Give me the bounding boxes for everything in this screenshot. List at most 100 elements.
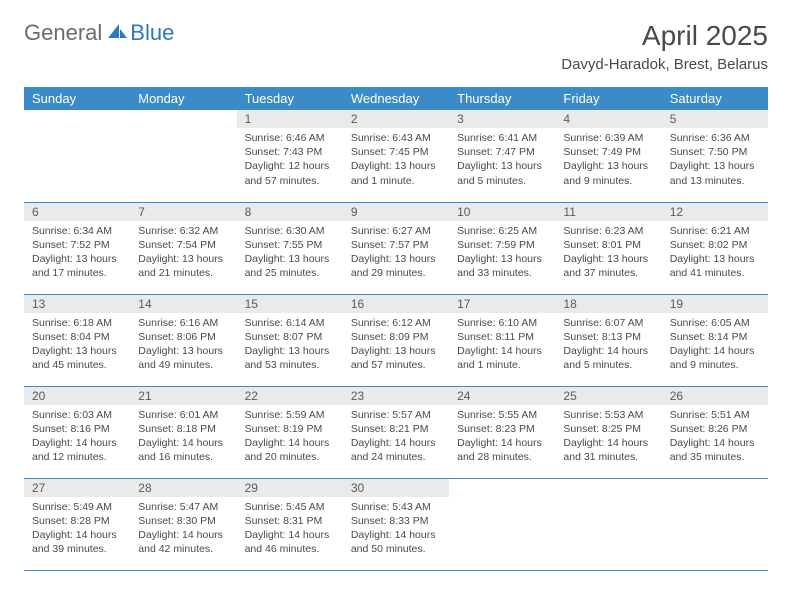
day-detail: Sunrise: 6:05 AMSunset: 8:14 PMDaylight:… <box>662 313 768 379</box>
calendar-day-cell: 17Sunrise: 6:10 AMSunset: 8:11 PMDayligh… <box>449 294 555 386</box>
calendar-header-cell: Saturday <box>662 87 768 110</box>
day-number: 9 <box>343 203 449 221</box>
day-detail: Sunrise: 6:01 AMSunset: 8:18 PMDaylight:… <box>130 405 236 471</box>
day-detail: Sunrise: 6:27 AMSunset: 7:57 PMDaylight:… <box>343 221 449 287</box>
day-number: 28 <box>130 479 236 497</box>
calendar-day-cell: 27Sunrise: 5:49 AMSunset: 8:28 PMDayligh… <box>24 478 130 570</box>
day-number: 25 <box>555 387 661 405</box>
day-detail: Sunrise: 5:45 AMSunset: 8:31 PMDaylight:… <box>237 497 343 563</box>
day-number: 3 <box>449 110 555 128</box>
calendar-day-cell: 24Sunrise: 5:55 AMSunset: 8:23 PMDayligh… <box>449 386 555 478</box>
day-detail: Sunrise: 5:49 AMSunset: 8:28 PMDaylight:… <box>24 497 130 563</box>
logo-sail-icon <box>106 22 128 40</box>
day-detail: Sunrise: 6:21 AMSunset: 8:02 PMDaylight:… <box>662 221 768 287</box>
day-detail: Sunrise: 5:59 AMSunset: 8:19 PMDaylight:… <box>237 405 343 471</box>
day-number: 11 <box>555 203 661 221</box>
day-number: 17 <box>449 295 555 313</box>
calendar-day-cell: 8Sunrise: 6:30 AMSunset: 7:55 PMDaylight… <box>237 202 343 294</box>
calendar-header-cell: Wednesday <box>343 87 449 110</box>
day-detail: Sunrise: 6:07 AMSunset: 8:13 PMDaylight:… <box>555 313 661 379</box>
calendar-day-cell: 30Sunrise: 5:43 AMSunset: 8:33 PMDayligh… <box>343 478 449 570</box>
day-number: 24 <box>449 387 555 405</box>
calendar-day-cell: 23Sunrise: 5:57 AMSunset: 8:21 PMDayligh… <box>343 386 449 478</box>
calendar-day-cell: 10Sunrise: 6:25 AMSunset: 7:59 PMDayligh… <box>449 202 555 294</box>
logo: General Blue <box>24 20 174 46</box>
calendar-day-cell: .. <box>449 478 555 570</box>
logo-text-blue: Blue <box>130 20 174 46</box>
calendar-day-cell: 22Sunrise: 5:59 AMSunset: 8:19 PMDayligh… <box>237 386 343 478</box>
day-detail: Sunrise: 6:30 AMSunset: 7:55 PMDaylight:… <box>237 221 343 287</box>
day-number: 10 <box>449 203 555 221</box>
calendar-day-cell: 3Sunrise: 6:41 AMSunset: 7:47 PMDaylight… <box>449 110 555 202</box>
calendar-header-cell: Thursday <box>449 87 555 110</box>
calendar-day-cell: 15Sunrise: 6:14 AMSunset: 8:07 PMDayligh… <box>237 294 343 386</box>
calendar-day-cell: 2Sunrise: 6:43 AMSunset: 7:45 PMDaylight… <box>343 110 449 202</box>
day-number: 20 <box>24 387 130 405</box>
calendar-day-cell: 14Sunrise: 6:16 AMSunset: 8:06 PMDayligh… <box>130 294 236 386</box>
day-number: 14 <box>130 295 236 313</box>
calendar-header-cell: Monday <box>130 87 236 110</box>
logo-text-general: General <box>24 20 102 46</box>
calendar-header-row: SundayMondayTuesdayWednesdayThursdayFrid… <box>24 87 768 110</box>
calendar-header-cell: Tuesday <box>237 87 343 110</box>
day-number: 21 <box>130 387 236 405</box>
calendar-header-cell: Friday <box>555 87 661 110</box>
day-number: 26 <box>662 387 768 405</box>
day-detail: Sunrise: 6:41 AMSunset: 7:47 PMDaylight:… <box>449 128 555 194</box>
calendar-table: SundayMondayTuesdayWednesdayThursdayFrid… <box>24 87 768 571</box>
day-detail: Sunrise: 6:18 AMSunset: 8:04 PMDaylight:… <box>24 313 130 379</box>
calendar-day-cell: 7Sunrise: 6:32 AMSunset: 7:54 PMDaylight… <box>130 202 236 294</box>
day-detail: Sunrise: 5:51 AMSunset: 8:26 PMDaylight:… <box>662 405 768 471</box>
day-number: 18 <box>555 295 661 313</box>
calendar-day-cell: 16Sunrise: 6:12 AMSunset: 8:09 PMDayligh… <box>343 294 449 386</box>
calendar-day-cell: .. <box>24 110 130 202</box>
day-detail: Sunrise: 6:39 AMSunset: 7:49 PMDaylight:… <box>555 128 661 194</box>
day-number: 12 <box>662 203 768 221</box>
day-number: 6 <box>24 203 130 221</box>
day-detail: Sunrise: 6:12 AMSunset: 8:09 PMDaylight:… <box>343 313 449 379</box>
calendar-day-cell: 26Sunrise: 5:51 AMSunset: 8:26 PMDayligh… <box>662 386 768 478</box>
day-detail: Sunrise: 6:14 AMSunset: 8:07 PMDaylight:… <box>237 313 343 379</box>
day-number: 8 <box>237 203 343 221</box>
page-header: General Blue April 2025 Davyd-Haradok, B… <box>24 20 768 73</box>
calendar-day-cell: 13Sunrise: 6:18 AMSunset: 8:04 PMDayligh… <box>24 294 130 386</box>
day-number: 22 <box>237 387 343 405</box>
day-number: 5 <box>662 110 768 128</box>
calendar-day-cell: 11Sunrise: 6:23 AMSunset: 8:01 PMDayligh… <box>555 202 661 294</box>
calendar-day-cell: 1Sunrise: 6:46 AMSunset: 7:43 PMDaylight… <box>237 110 343 202</box>
day-number: 19 <box>662 295 768 313</box>
day-number: 16 <box>343 295 449 313</box>
calendar-day-cell: 25Sunrise: 5:53 AMSunset: 8:25 PMDayligh… <box>555 386 661 478</box>
day-number: 23 <box>343 387 449 405</box>
day-detail: Sunrise: 6:32 AMSunset: 7:54 PMDaylight:… <box>130 221 236 287</box>
day-number: 7 <box>130 203 236 221</box>
day-number: 4 <box>555 110 661 128</box>
day-detail: Sunrise: 6:34 AMSunset: 7:52 PMDaylight:… <box>24 221 130 287</box>
location-text: Davyd-Haradok, Brest, Belarus <box>561 56 768 73</box>
day-detail: Sunrise: 6:25 AMSunset: 7:59 PMDaylight:… <box>449 221 555 287</box>
calendar-header-cell: Sunday <box>24 87 130 110</box>
day-detail: Sunrise: 5:43 AMSunset: 8:33 PMDaylight:… <box>343 497 449 563</box>
calendar-body: ....1Sunrise: 6:46 AMSunset: 7:43 PMDayl… <box>24 110 768 570</box>
day-number: 2 <box>343 110 449 128</box>
day-number: 1 <box>237 110 343 128</box>
calendar-day-cell: 9Sunrise: 6:27 AMSunset: 7:57 PMDaylight… <box>343 202 449 294</box>
calendar-week-row: 13Sunrise: 6:18 AMSunset: 8:04 PMDayligh… <box>24 294 768 386</box>
calendar-day-cell: 6Sunrise: 6:34 AMSunset: 7:52 PMDaylight… <box>24 202 130 294</box>
calendar-week-row: ....1Sunrise: 6:46 AMSunset: 7:43 PMDayl… <box>24 110 768 202</box>
title-block: April 2025 Davyd-Haradok, Brest, Belarus <box>561 20 768 73</box>
day-detail: Sunrise: 6:36 AMSunset: 7:50 PMDaylight:… <box>662 128 768 194</box>
calendar-week-row: 20Sunrise: 6:03 AMSunset: 8:16 PMDayligh… <box>24 386 768 478</box>
month-title: April 2025 <box>561 20 768 52</box>
calendar-day-cell: .. <box>662 478 768 570</box>
calendar-day-cell: .. <box>130 110 236 202</box>
calendar-day-cell: 12Sunrise: 6:21 AMSunset: 8:02 PMDayligh… <box>662 202 768 294</box>
day-detail: Sunrise: 5:53 AMSunset: 8:25 PMDaylight:… <box>555 405 661 471</box>
day-detail: Sunrise: 5:47 AMSunset: 8:30 PMDaylight:… <box>130 497 236 563</box>
day-number: 15 <box>237 295 343 313</box>
day-detail: Sunrise: 6:03 AMSunset: 8:16 PMDaylight:… <box>24 405 130 471</box>
day-number: 13 <box>24 295 130 313</box>
day-number: 27 <box>24 479 130 497</box>
calendar-day-cell: 19Sunrise: 6:05 AMSunset: 8:14 PMDayligh… <box>662 294 768 386</box>
calendar-day-cell: 20Sunrise: 6:03 AMSunset: 8:16 PMDayligh… <box>24 386 130 478</box>
